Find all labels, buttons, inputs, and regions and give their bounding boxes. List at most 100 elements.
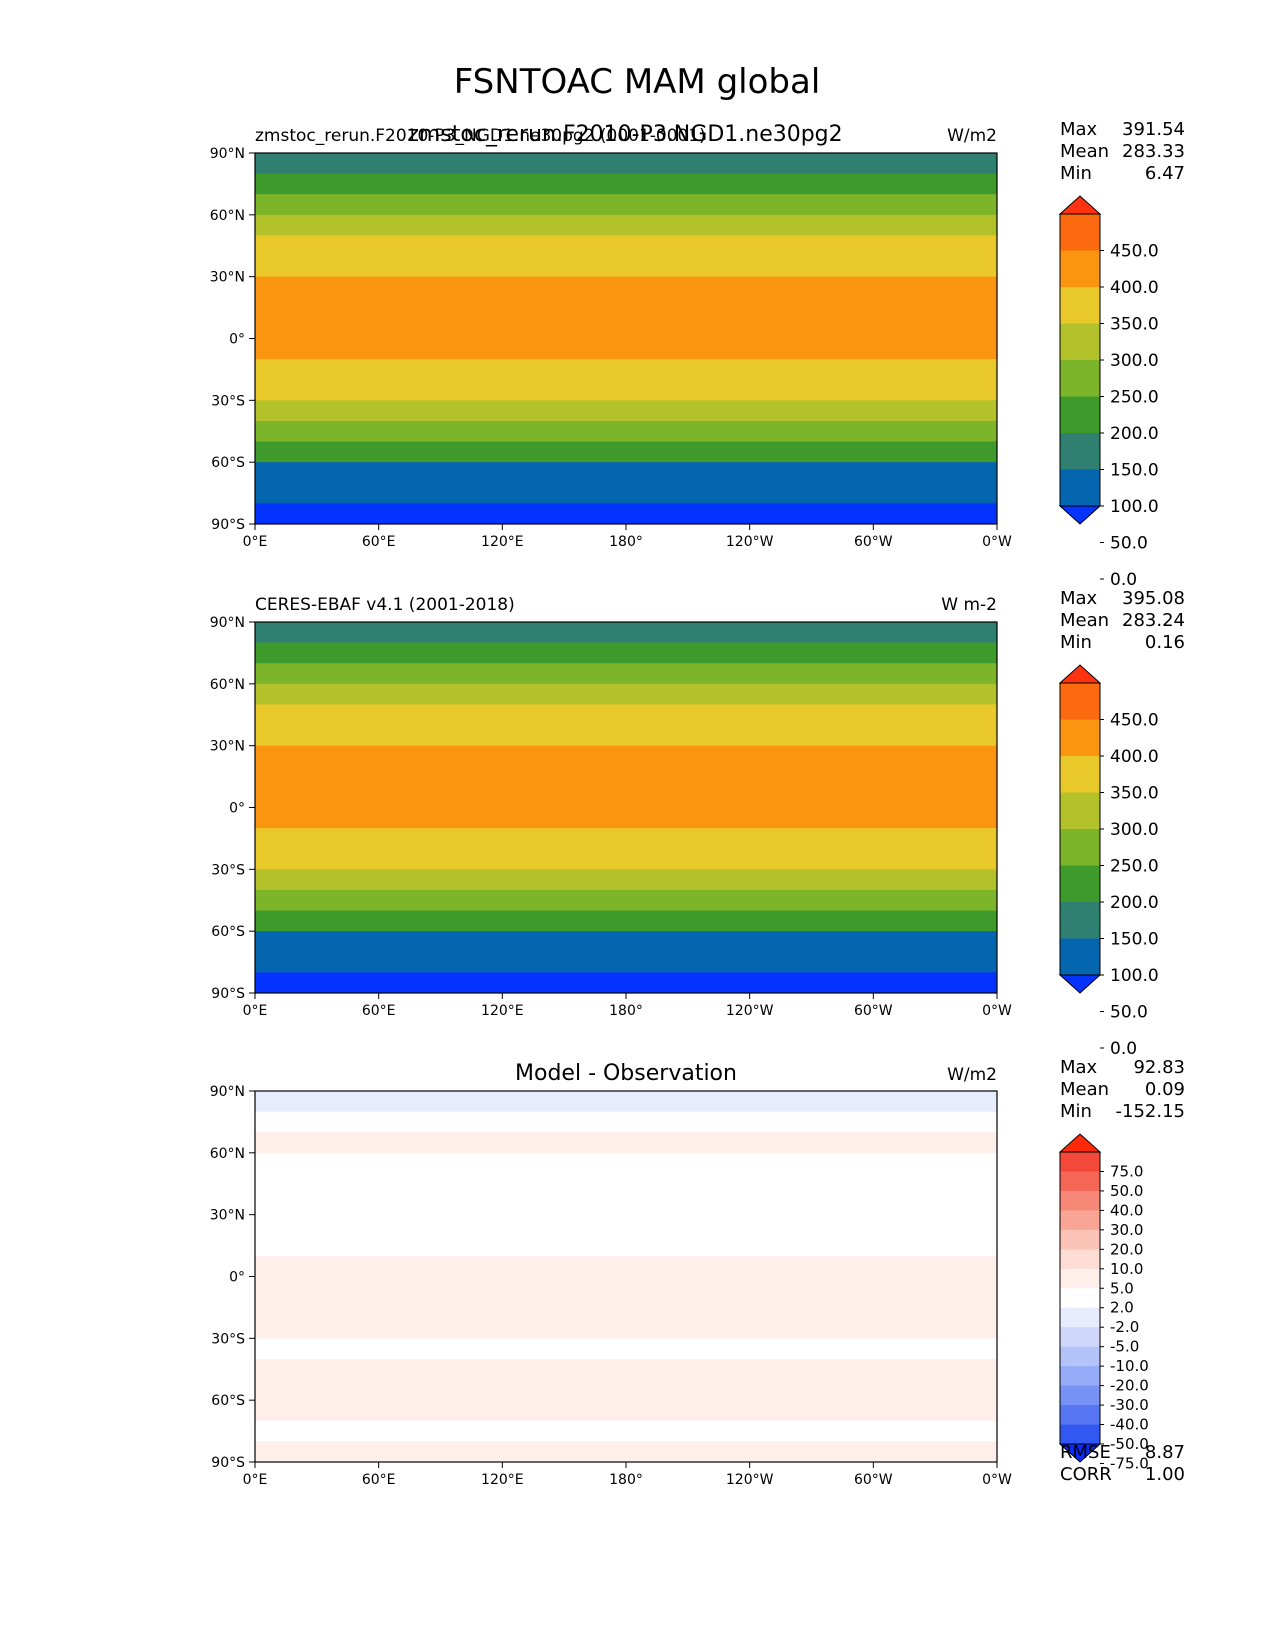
zonal-band xyxy=(255,482,997,504)
zonal-band xyxy=(255,972,997,994)
colorbar-segment xyxy=(1060,829,1100,866)
axis-ticks-diff: 90°N 60°N 30°N 0° 30°S 60°S 90°S0°E 60°E 120°E 18… xyxy=(210,1084,1012,1488)
colorbar-label: 150.0 xyxy=(1110,930,1159,950)
colorbar-label: -2.0 xyxy=(1110,1318,1139,1336)
zonal-band xyxy=(255,786,997,808)
stat-max-value: 391.54 xyxy=(1122,119,1185,140)
colorbar-segment xyxy=(1060,1366,1100,1386)
zonal-band xyxy=(255,1317,997,1339)
stat-mean-value: 283.24 xyxy=(1122,610,1185,631)
colorbar-label: 250.0 xyxy=(1110,388,1159,408)
colorbar-segment xyxy=(1060,1346,1100,1367)
stat-min-value: 0.16 xyxy=(1145,632,1185,653)
lat-tick-label: 90°S xyxy=(211,1455,245,1471)
zonal-band xyxy=(255,317,997,339)
lat-tick-label: 30°N xyxy=(210,1208,245,1224)
zonal-band xyxy=(255,704,997,726)
colorbar-segment xyxy=(1060,938,1100,976)
lon-tick-label: 60°E xyxy=(362,1003,396,1019)
colorbar-obs: 450.0 400.0 350.0 300.0 250.0 200.0 150.0 100.0… xyxy=(1058,664,1159,1059)
colorbar-label: 30.0 xyxy=(1110,1221,1143,1239)
colorbar-label: 300.0 xyxy=(1110,820,1159,840)
zonal-band xyxy=(255,1420,997,1442)
panel-diff-units: W/m2 xyxy=(947,1065,997,1085)
lat-tick-label: 0° xyxy=(229,332,245,348)
colorbar-frame xyxy=(1059,1151,1101,1445)
extra-stats-diff: RMSE 8.87 CORR 1.00 xyxy=(1060,1442,1185,1485)
colorbar-label: 50.0 xyxy=(1110,1003,1148,1023)
lat-tick-label: 30°S xyxy=(211,862,245,878)
lon-tick-label: 180° xyxy=(609,1003,643,1019)
colorbar-segment xyxy=(1060,433,1100,470)
zonal-band xyxy=(255,848,997,870)
zonal-band xyxy=(255,441,997,463)
zonal-band xyxy=(255,910,997,932)
zonal-band xyxy=(255,338,997,360)
colorbar-extend-bottom xyxy=(1058,974,1102,994)
zonal-band xyxy=(255,622,997,644)
zonal-band xyxy=(255,1400,997,1422)
colorbar-label: 450.0 xyxy=(1110,711,1159,731)
colorbar-segment xyxy=(1060,250,1100,288)
colorbar-label: 20.0 xyxy=(1110,1240,1143,1258)
zonal-band xyxy=(255,462,997,484)
colorbar-label: 400.0 xyxy=(1110,747,1159,767)
colorbar-segment xyxy=(1060,1288,1100,1309)
colorbar-label: 350.0 xyxy=(1110,784,1159,804)
zonal-band xyxy=(255,951,997,973)
zonal-band xyxy=(255,503,997,525)
stats-model: Max 391.54 Mean 283.33 Min 6.47 xyxy=(1060,119,1185,184)
colorbar-label: 0.0 xyxy=(1110,570,1137,590)
lon-tick-label: 120°W xyxy=(726,1472,774,1488)
zonal-band xyxy=(255,1214,997,1236)
colorbar-label: 200.0 xyxy=(1110,424,1159,444)
colorbar-label: -10.0 xyxy=(1110,1357,1149,1375)
lon-tick-label: 0°W xyxy=(982,534,1012,550)
lat-tick-label: 90°S xyxy=(211,517,245,533)
colorbar-label: 2.0 xyxy=(1110,1299,1134,1317)
lon-tick-label: 180° xyxy=(609,1472,643,1488)
lon-tick-label: 0°E xyxy=(243,534,268,550)
colorbar-segment xyxy=(1060,1268,1100,1289)
colorbar-label: -5.0 xyxy=(1110,1338,1139,1356)
colorbar-segment xyxy=(1060,1327,1100,1347)
lon-tick-label: 120°E xyxy=(481,1472,524,1488)
colorbar-segment xyxy=(1060,214,1100,251)
zonal-band xyxy=(255,1338,997,1360)
zonal-band xyxy=(255,828,997,850)
stat-max-label: Max xyxy=(1060,588,1098,609)
colorbar-segment xyxy=(1060,1307,1100,1328)
colorbar-label: 250.0 xyxy=(1110,857,1159,877)
lat-tick-label: 90°N xyxy=(210,146,245,162)
lat-tick-label: 30°N xyxy=(210,270,245,286)
colorbar-segment xyxy=(1060,1210,1100,1231)
zonal-band xyxy=(255,214,997,236)
stat-max-label: Max xyxy=(1060,119,1098,140)
zonal-band xyxy=(255,235,997,257)
colorbar-segment xyxy=(1060,360,1100,397)
colorbar-segment xyxy=(1060,323,1100,361)
colorbar-label: 40.0 xyxy=(1110,1201,1143,1219)
lon-tick-label: 120°E xyxy=(481,1003,524,1019)
stat-min-label: Min xyxy=(1060,1101,1092,1122)
lon-tick-label: 120°W xyxy=(726,1003,774,1019)
stat-min-value: -152.15 xyxy=(1116,1101,1185,1122)
axis-ticks-model: 90°N 60°N 30°N 0° 30°S 60°S 90°S0°E 60°E 120°E 18… xyxy=(210,146,1012,550)
lat-tick-label: 60°N xyxy=(210,1146,245,1162)
zonal-band xyxy=(255,1152,997,1174)
zonal-band xyxy=(255,1255,997,1277)
colorbar-extend-top xyxy=(1058,1133,1102,1153)
zonal-band xyxy=(255,663,997,685)
stat-min-label: Min xyxy=(1060,632,1092,653)
colorbar-label: 0.0 xyxy=(1110,1039,1137,1059)
colorbar-label: 100.0 xyxy=(1110,966,1159,986)
stat-mean-label: Mean xyxy=(1060,141,1109,162)
zonal-band xyxy=(255,297,997,319)
lat-tick-label: 60°S xyxy=(211,455,245,471)
map-model xyxy=(254,152,998,525)
map-obs xyxy=(254,621,998,994)
stat-rmse-label: RMSE xyxy=(1060,1442,1111,1463)
panel-obs-units: W m-2 xyxy=(941,595,997,615)
stats-obs: Max 395.08 Mean 283.24 Min 0.16 xyxy=(1060,588,1185,653)
colorbar-segment xyxy=(1060,1152,1100,1172)
